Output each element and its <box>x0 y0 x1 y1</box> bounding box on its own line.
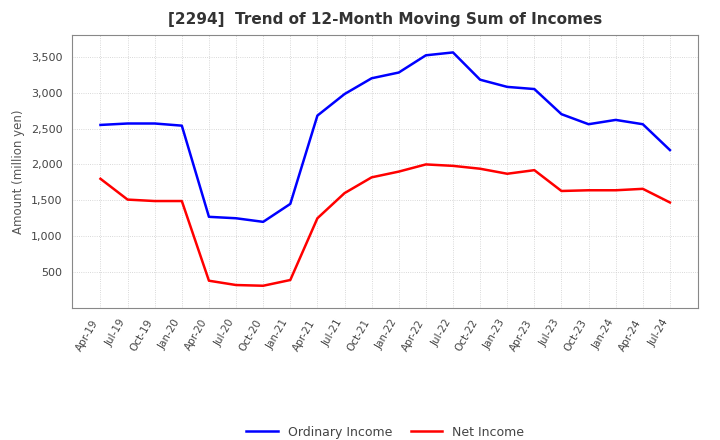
Net Income <box>611 187 620 193</box>
Ordinary Income <box>611 117 620 123</box>
Y-axis label: Amount (million yen): Amount (million yen) <box>12 110 25 234</box>
Ordinary Income <box>503 84 511 89</box>
Ordinary Income <box>313 113 322 118</box>
Line: Net Income: Net Income <box>101 165 670 286</box>
Net Income <box>259 283 268 288</box>
Ordinary Income <box>476 77 485 82</box>
Net Income <box>421 162 430 167</box>
Net Income <box>232 282 240 288</box>
Ordinary Income <box>259 219 268 224</box>
Ordinary Income <box>557 111 566 117</box>
Ordinary Income <box>395 70 403 75</box>
Net Income <box>530 168 539 173</box>
Ordinary Income <box>530 86 539 92</box>
Net Income <box>123 197 132 202</box>
Net Income <box>341 191 349 196</box>
Ordinary Income <box>421 53 430 58</box>
Ordinary Income <box>639 121 647 127</box>
Net Income <box>286 277 294 282</box>
Net Income <box>476 166 485 171</box>
Net Income <box>639 186 647 191</box>
Net Income <box>557 188 566 194</box>
Net Income <box>150 198 159 204</box>
Legend: Ordinary Income, Net Income: Ordinary Income, Net Income <box>241 421 529 440</box>
Net Income <box>367 175 376 180</box>
Ordinary Income <box>665 147 674 153</box>
Net Income <box>96 176 105 181</box>
Ordinary Income <box>150 121 159 126</box>
Ordinary Income <box>123 121 132 126</box>
Ordinary Income <box>232 216 240 221</box>
Ordinary Income <box>204 214 213 220</box>
Ordinary Income <box>367 76 376 81</box>
Line: Ordinary Income: Ordinary Income <box>101 52 670 222</box>
Net Income <box>313 216 322 221</box>
Ordinary Income <box>178 123 186 128</box>
Ordinary Income <box>449 50 457 55</box>
Net Income <box>503 171 511 176</box>
Net Income <box>449 163 457 169</box>
Title: [2294]  Trend of 12-Month Moving Sum of Incomes: [2294] Trend of 12-Month Moving Sum of I… <box>168 12 603 27</box>
Ordinary Income <box>286 201 294 206</box>
Net Income <box>178 198 186 204</box>
Net Income <box>584 187 593 193</box>
Ordinary Income <box>341 92 349 97</box>
Net Income <box>395 169 403 174</box>
Net Income <box>204 278 213 283</box>
Ordinary Income <box>96 122 105 128</box>
Ordinary Income <box>584 121 593 127</box>
Net Income <box>665 200 674 205</box>
